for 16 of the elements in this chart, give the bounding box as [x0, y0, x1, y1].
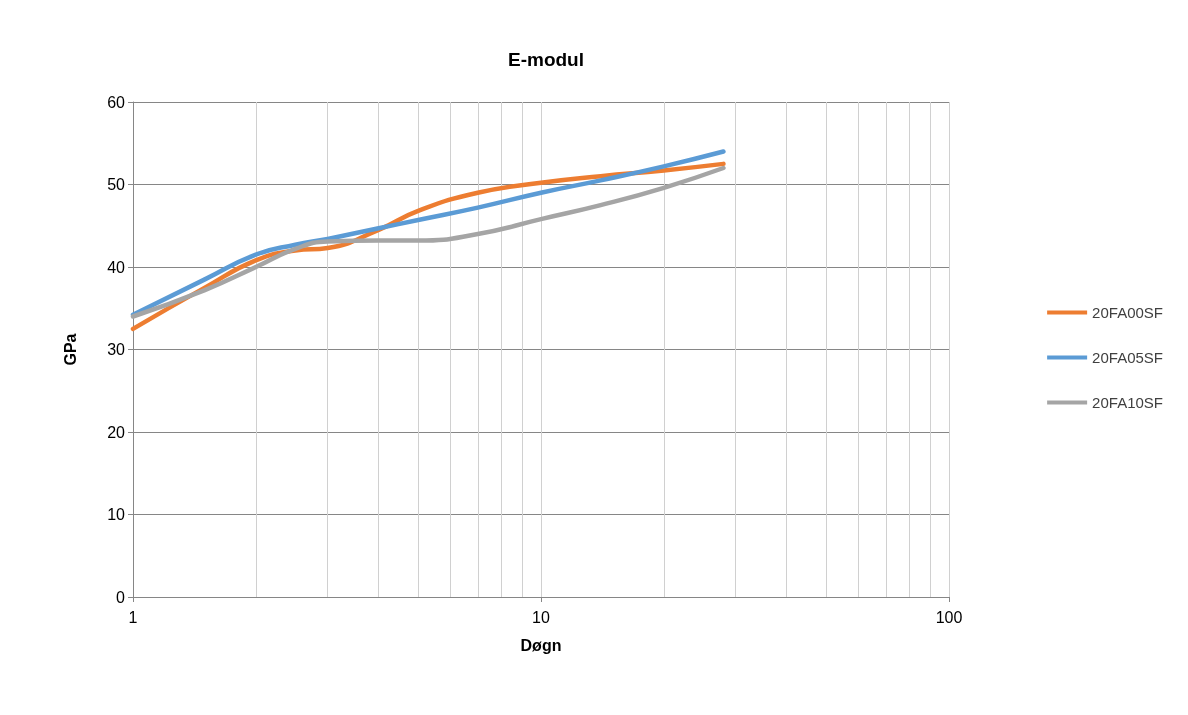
y-tick-label: 20: [107, 423, 126, 441]
y-tick-label: 30: [107, 341, 126, 358]
legend-label: 20FA00SF: [1092, 304, 1164, 321]
legend-label: 20FA10SF: [1092, 394, 1164, 411]
x-tick-label: 1: [128, 608, 138, 626]
y-axis-title: GPa: [61, 333, 79, 366]
chart-title: E-modul: [508, 49, 584, 70]
y-tick-label: 50: [107, 176, 126, 193]
y-tick-label: 60: [107, 93, 126, 111]
x-axis-title: Døgn: [520, 636, 562, 654]
y-tick-label: 0: [116, 588, 126, 606]
x-tick-label: 100: [935, 608, 963, 626]
y-tick-label: 40: [107, 258, 126, 276]
y-tick-label: 10: [107, 506, 126, 523]
x-tick-label: 10: [532, 608, 550, 626]
legend-label: 20FA05SF: [1092, 349, 1164, 366]
